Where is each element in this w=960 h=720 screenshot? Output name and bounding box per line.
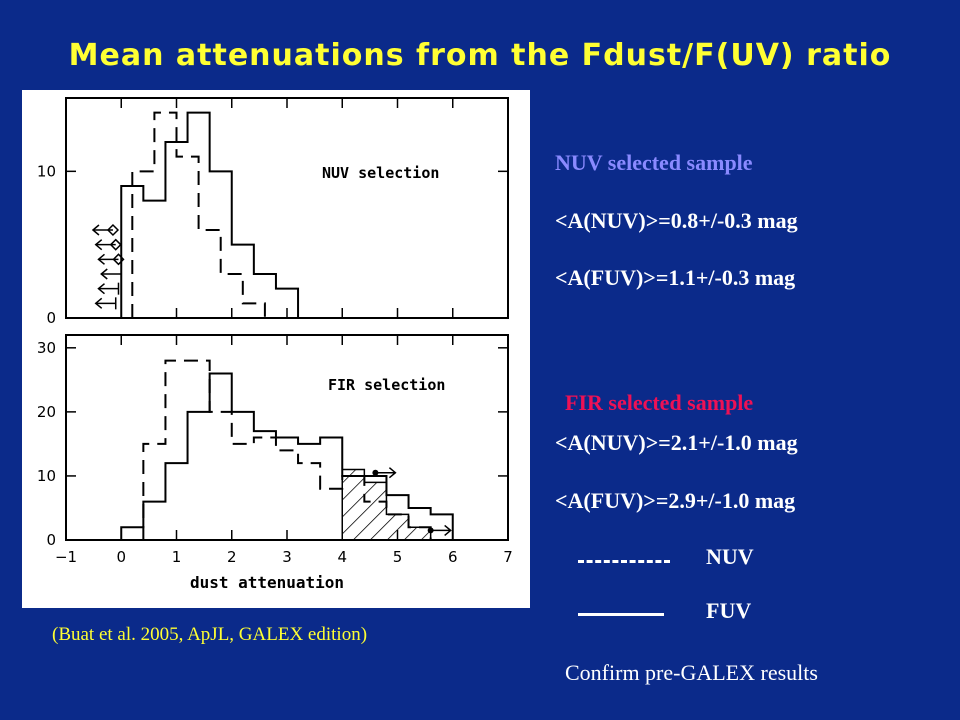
xtick-label: 0 xyxy=(116,548,126,566)
citation-caption: (Buat et al. 2005, ApJL, GALEX edition) xyxy=(52,624,368,645)
panel-1-nuv-limit-arrow-head xyxy=(91,224,100,236)
nuv-sample-heading: NUV selected sample xyxy=(555,150,753,175)
xtick-label: 4 xyxy=(337,548,347,566)
panel-1-label: NUV selection xyxy=(322,164,439,182)
panel-2-limit-marker xyxy=(372,469,379,476)
x-axis-title: dust attenuation xyxy=(190,573,344,592)
xtick-label: 3 xyxy=(282,548,292,566)
panel-2-fuv-histogram xyxy=(120,372,454,540)
panel-1-nuv-limit-arrow-head xyxy=(97,253,105,265)
xtick-label: 6 xyxy=(448,548,458,566)
panel-1-nuv-limit-marker xyxy=(109,238,122,251)
panel-1-nuv-limit-arrow-head xyxy=(94,239,103,251)
panel-2-ytick-label: 30 xyxy=(37,339,56,357)
xtick-label: 7 xyxy=(503,548,513,566)
panel-2-nuv-histogram xyxy=(142,359,432,540)
panel-1-nuv-histogram xyxy=(131,111,266,318)
nuv-sample-afuv: <A(FUV)>=1.1+/-0.3 mag xyxy=(555,265,796,290)
panel-1-fuv-limit-arrow-head xyxy=(94,297,103,309)
panel-2-label: FIR selection xyxy=(328,376,445,394)
fir-sample-heading: FIR selected sample xyxy=(565,390,754,415)
legend-dashed-line xyxy=(578,560,670,563)
xtick-label: 5 xyxy=(393,548,403,566)
panel-2-limit-marker xyxy=(427,527,434,534)
legend-solid-line xyxy=(578,613,664,616)
panel-1-nuv-limit-marker xyxy=(106,223,120,237)
panel-2-ytick-label: 10 xyxy=(37,467,56,485)
fir-sample-anuv: <A(NUV)>=2.1+/-1.0 mag xyxy=(555,430,798,455)
panel-1-fuv-limit-arrow-head xyxy=(100,268,108,280)
fir-sample-afuv: <A(FUV)>=2.9+/-1.0 mag xyxy=(555,488,796,513)
legend-fuv-label: FUV xyxy=(706,598,752,623)
panel-2-limit-arrow-head xyxy=(444,524,452,536)
panel-1-nuv-limit-marker xyxy=(112,253,125,266)
panel-1-ytick-label: 0 xyxy=(46,309,56,327)
panel-1-fuv-histogram xyxy=(120,111,300,318)
xtick-label: 1 xyxy=(172,548,182,566)
panel-2-limit-arrow-head xyxy=(388,467,397,479)
xtick-label: −1 xyxy=(55,548,77,566)
xtick-label: 2 xyxy=(227,548,237,566)
slide-title: Mean attenuations from the Fdust/F(UV) r… xyxy=(68,38,892,73)
legend-nuv-label: NUV xyxy=(706,544,754,569)
panel-2-ytick-label: 20 xyxy=(37,403,56,421)
nuv-sample-anuv: <A(NUV)>=0.8+/-0.3 mag xyxy=(555,208,798,233)
panel-1-ytick-label: 10 xyxy=(37,162,56,180)
histogram-chart: 0 10 NUV selection 0 10 20 30 FIR selection −1 0 1… xyxy=(22,90,530,608)
panel-2-ytick-label: 0 xyxy=(46,531,56,549)
conclusion-text: Confirm pre-GALEX results xyxy=(565,660,818,685)
panel-1-fuv-limit-arrow-head xyxy=(97,283,105,295)
